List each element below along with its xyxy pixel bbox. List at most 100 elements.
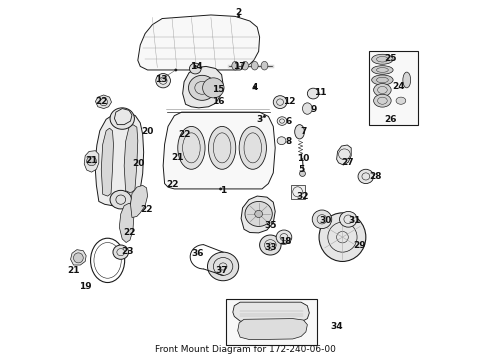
Ellipse shape [156,73,171,88]
Text: 22: 22 [167,180,179,189]
Text: 28: 28 [369,172,382,181]
Text: 10: 10 [297,154,310,163]
Ellipse shape [273,96,287,109]
Ellipse shape [372,66,393,74]
Text: 21: 21 [172,153,184,162]
Polygon shape [233,302,309,323]
Text: 37: 37 [215,266,228,275]
Ellipse shape [374,84,391,96]
Polygon shape [337,145,351,165]
Ellipse shape [232,62,239,70]
Text: 32: 32 [296,192,309,201]
Ellipse shape [340,211,357,227]
Text: Front Mount Diagram for 172-240-06-00: Front Mount Diagram for 172-240-06-00 [154,345,336,354]
Text: 24: 24 [392,82,405,91]
Text: 20: 20 [133,159,145,168]
Text: 29: 29 [353,240,366,249]
Text: 25: 25 [384,54,396,63]
Polygon shape [95,113,144,206]
Ellipse shape [245,202,272,226]
Ellipse shape [110,108,134,129]
Ellipse shape [208,126,236,169]
Polygon shape [238,319,307,340]
Ellipse shape [312,210,332,229]
Text: 35: 35 [264,221,276,230]
Polygon shape [115,109,132,125]
Ellipse shape [178,126,205,169]
Ellipse shape [113,245,128,259]
Ellipse shape [189,75,216,100]
Text: 18: 18 [279,237,291,246]
Text: 16: 16 [212,97,224,106]
Ellipse shape [294,125,304,139]
Text: 22: 22 [140,205,153,214]
Polygon shape [130,185,147,217]
Ellipse shape [277,117,287,125]
Text: 21: 21 [85,156,98,165]
Polygon shape [84,151,99,172]
Text: 11: 11 [314,88,327,97]
Text: 23: 23 [121,247,133,256]
Ellipse shape [239,126,267,169]
Text: 22: 22 [95,97,107,106]
Text: 19: 19 [79,282,92,291]
Ellipse shape [276,230,292,244]
Text: 31: 31 [348,216,361,225]
Bar [291,185,305,199]
Text: 12: 12 [283,97,295,106]
Ellipse shape [260,235,281,255]
Ellipse shape [251,62,258,70]
Polygon shape [241,196,275,233]
Polygon shape [183,66,223,108]
Ellipse shape [237,15,240,18]
Text: 14: 14 [190,62,202,71]
Ellipse shape [396,97,406,104]
Text: 7: 7 [300,127,307,136]
Text: 22: 22 [123,228,135,237]
Ellipse shape [253,86,256,89]
Ellipse shape [207,252,239,281]
Ellipse shape [372,54,393,64]
Polygon shape [119,203,134,243]
Ellipse shape [261,62,268,70]
Text: 20: 20 [142,127,154,136]
Text: 1: 1 [220,186,226,195]
Text: 22: 22 [178,130,190,139]
Bar [226,299,317,345]
Text: 9: 9 [310,105,317,114]
Ellipse shape [242,62,248,70]
Ellipse shape [255,210,263,217]
Ellipse shape [299,171,305,176]
Polygon shape [163,112,275,189]
Text: 17: 17 [233,62,245,71]
Text: 34: 34 [330,322,343,331]
Text: 26: 26 [384,116,396,125]
Ellipse shape [277,137,286,145]
Ellipse shape [110,190,131,209]
Ellipse shape [374,94,391,107]
Ellipse shape [403,72,411,88]
Polygon shape [138,15,260,70]
Ellipse shape [194,65,197,68]
Polygon shape [71,249,86,265]
Ellipse shape [202,78,224,98]
Ellipse shape [302,103,312,114]
Text: 2: 2 [236,8,242,17]
Text: 30: 30 [319,216,332,225]
Ellipse shape [372,75,393,85]
Text: 5: 5 [298,165,304,174]
Polygon shape [101,128,114,196]
Text: 33: 33 [264,243,276,252]
Text: 4: 4 [251,83,258,92]
Ellipse shape [263,115,266,118]
Bar [369,51,418,125]
Text: 6: 6 [286,117,292,126]
Ellipse shape [219,188,222,190]
Text: 21: 21 [67,266,80,275]
Ellipse shape [358,169,374,184]
Text: 15: 15 [212,85,224,94]
Text: 36: 36 [191,249,203,258]
Text: 13: 13 [155,75,168,84]
Polygon shape [124,125,138,193]
Text: 8: 8 [286,137,292,146]
